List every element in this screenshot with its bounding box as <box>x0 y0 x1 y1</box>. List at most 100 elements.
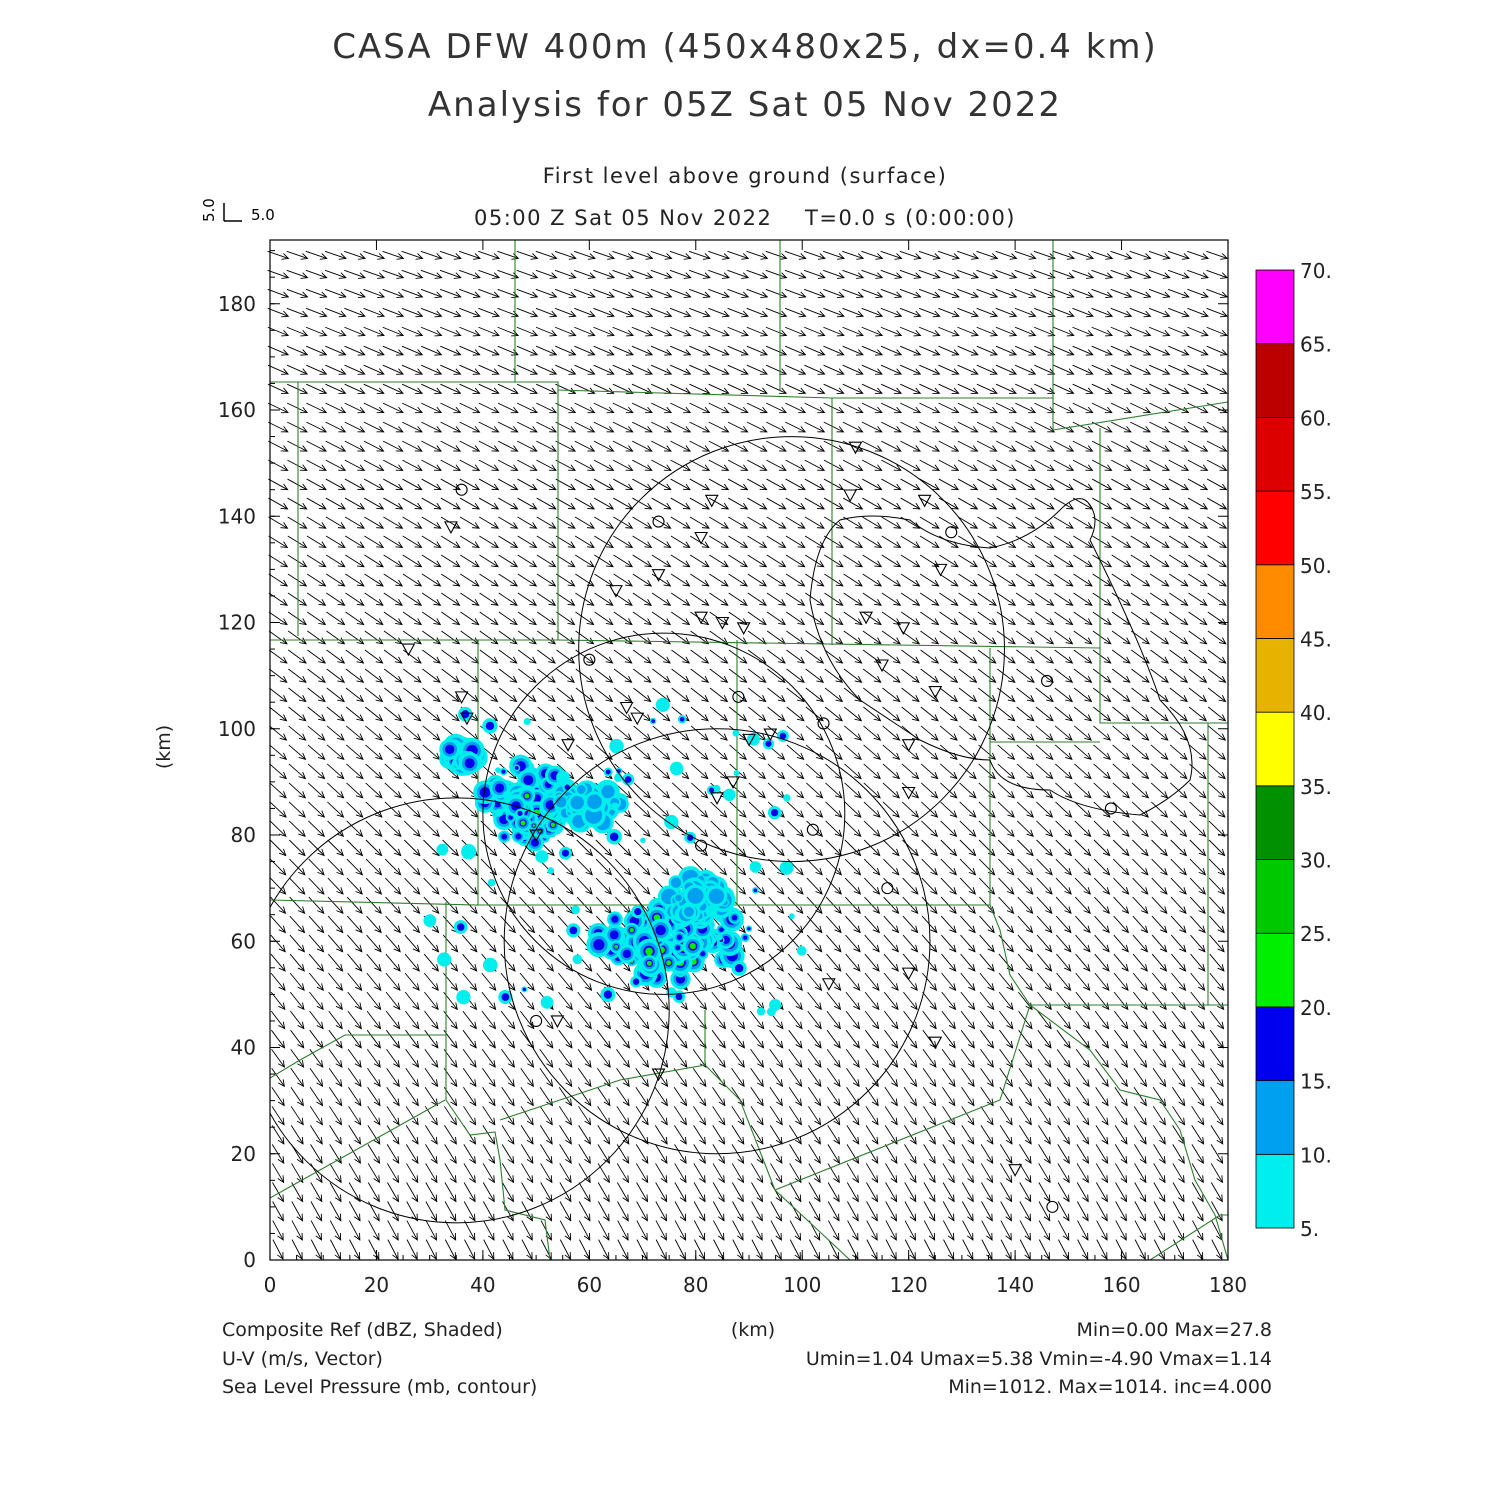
wind-vector <box>305 307 328 318</box>
colorbar-swatch <box>1255 932 1295 1008</box>
wind-vector <box>692 1029 707 1049</box>
reflectivity-speck <box>765 740 772 747</box>
wind-vector <box>1110 345 1133 356</box>
wind-vector <box>306 478 327 491</box>
wind-vector <box>348 1087 362 1107</box>
wind-vector <box>845 1029 860 1049</box>
wind-vector <box>1076 1106 1090 1126</box>
reflectivity-blob <box>515 833 522 840</box>
wind-vector <box>1036 801 1054 818</box>
wind-vector <box>768 953 784 972</box>
wind-vector <box>959 858 977 876</box>
wind-vector <box>1114 1106 1128 1126</box>
wind-vector <box>881 573 902 587</box>
wind-vector <box>827 1201 840 1222</box>
wind-vector <box>651 535 672 549</box>
wind-vector <box>386 1106 400 1126</box>
wind-vector <box>634 1010 650 1030</box>
wind-vector <box>363 440 385 452</box>
wind-vector <box>440 516 461 529</box>
wind-vector <box>344 440 366 452</box>
wind-vector <box>1189 915 1206 934</box>
wind-vector <box>327 877 344 895</box>
wind-vector <box>464 1239 476 1261</box>
wind-vector <box>749 915 766 934</box>
wind-vector <box>808 1201 821 1222</box>
wind-vector <box>784 288 807 299</box>
wind-vector <box>382 326 405 337</box>
wind-vector <box>1037 1048 1052 1068</box>
wind-vector <box>329 1144 342 1164</box>
wind-vector <box>1054 573 1074 587</box>
wind-vector <box>1110 364 1133 375</box>
vector-key-u-label: 5.0 <box>251 206 275 224</box>
wind-vector <box>689 345 711 356</box>
colorbar-label: 70. <box>1300 259 1332 283</box>
wind-vector <box>1208 782 1226 799</box>
wind-vector <box>1094 896 1111 914</box>
colorbar-swatch <box>1255 711 1295 787</box>
footer-right-2: Umin=1.04 Umax=5.38 Vmin=-4.90 Vmax=1.14 <box>806 1348 1272 1370</box>
wind-vector <box>938 307 960 318</box>
wind-vector <box>863 801 881 818</box>
wind-vector <box>596 1010 612 1030</box>
station-triangle <box>651 569 666 582</box>
wind-vector <box>862 478 883 491</box>
wind-vector <box>1053 497 1075 510</box>
wind-vector <box>865 1048 880 1068</box>
wind-vector <box>1014 364 1037 375</box>
wind-vector <box>923 1182 936 1203</box>
wind-vector <box>615 1029 631 1049</box>
wind-vector <box>1019 1220 1031 1241</box>
wind-vector <box>748 782 766 799</box>
wind-vector <box>711 1010 727 1030</box>
wind-vector <box>501 1067 515 1088</box>
wind-vector <box>1016 706 1035 722</box>
wind-vector <box>861 364 883 375</box>
wind-vector <box>843 630 863 645</box>
wind-vector <box>326 725 345 741</box>
wind-vector <box>269 801 287 818</box>
wind-vector <box>1113 877 1130 895</box>
wind-vector <box>844 801 862 818</box>
wind-vector <box>1187 364 1209 375</box>
wind-vector <box>708 326 730 337</box>
y-axis-label: (km) <box>153 725 175 769</box>
wind-vector <box>483 1220 495 1241</box>
wind-vector <box>980 1106 994 1126</box>
wind-vector <box>996 459 1017 471</box>
wind-vector <box>537 649 556 664</box>
wind-vector <box>1210 1067 1224 1088</box>
wind-vector <box>784 307 807 318</box>
wind-vector <box>997 706 1016 722</box>
wind-vector <box>650 269 673 279</box>
wind-vector <box>459 345 481 356</box>
wind-vector <box>612 402 634 414</box>
wind-vector <box>713 1220 725 1241</box>
wind-vector <box>1054 668 1074 683</box>
wind-vector <box>958 687 978 703</box>
wind-vector <box>595 877 612 895</box>
wind-vector <box>345 744 364 760</box>
wind-vector <box>1053 307 1075 318</box>
wind-vector <box>804 326 826 337</box>
wind-vector <box>479 668 499 683</box>
reflectivity-speck <box>569 926 578 935</box>
wind-vector <box>519 877 536 895</box>
wind-vector <box>981 1182 993 1203</box>
wind-vector <box>1111 630 1131 645</box>
wind-vector <box>498 497 519 510</box>
wind-vector <box>1168 383 1190 394</box>
wind-vector <box>730 1010 746 1030</box>
wind-vector <box>425 1144 438 1164</box>
wind-vector <box>593 516 615 529</box>
wind-vector <box>594 706 614 722</box>
station-circle <box>530 1014 543 1027</box>
wind-vector <box>902 972 918 991</box>
wind-vector <box>710 820 728 837</box>
wind-vector <box>691 820 709 837</box>
x-axis-label: (km) <box>731 1319 775 1341</box>
wind-vector <box>690 573 710 587</box>
wind-vector <box>828 1239 840 1261</box>
wind-vector <box>1053 288 1075 299</box>
